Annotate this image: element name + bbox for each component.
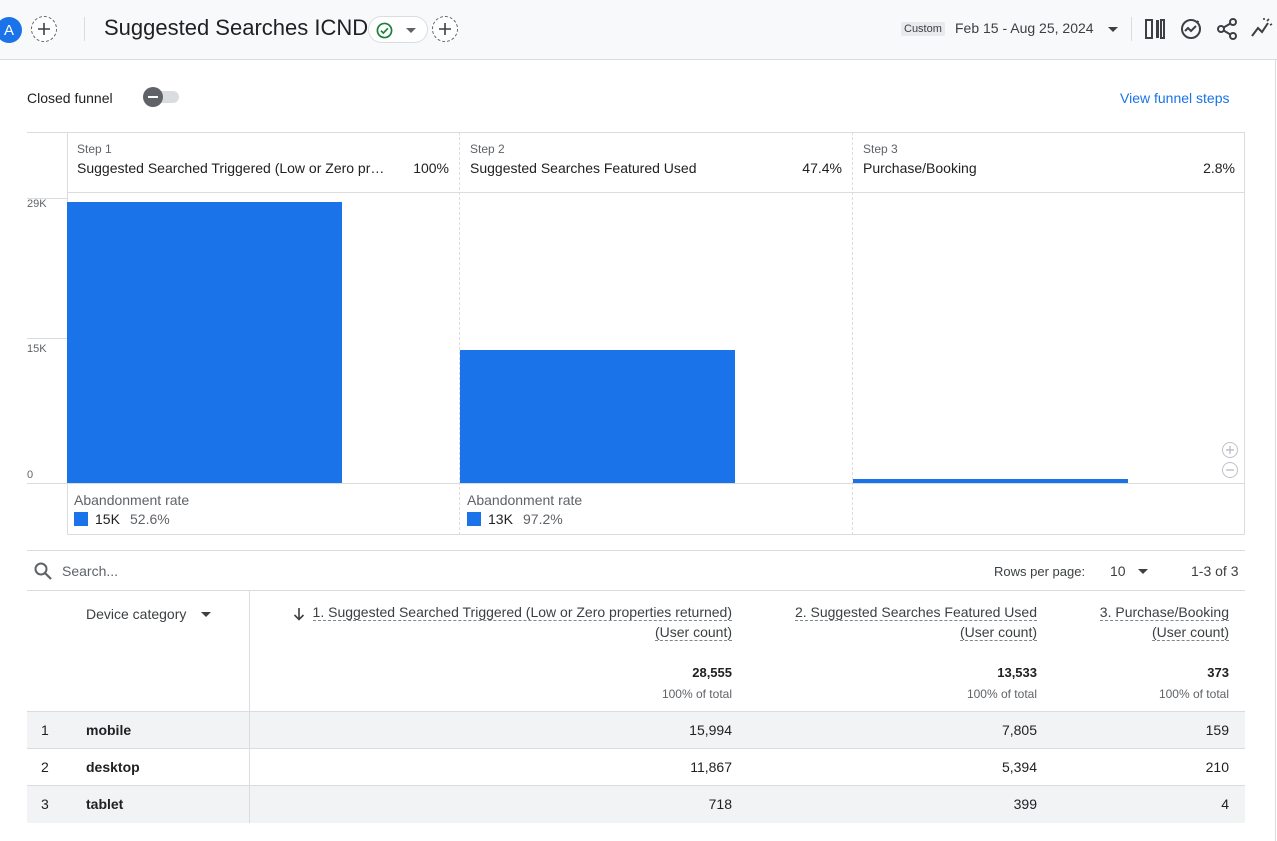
zoom-in-button[interactable]: [1222, 442, 1238, 458]
total-percent: 100% of total: [661, 687, 732, 701]
funnel-bar-step-2[interactable]: [460, 350, 735, 483]
funnel-chart: 29K 15K 0 Step 1 Suggested Searched Trig…: [27, 132, 1245, 535]
date-range-selector[interactable]: Feb 15 - Aug 25, 2024: [955, 20, 1094, 36]
funnel-bar-step-1[interactable]: [67, 202, 342, 483]
abandonment-label: Abandonment rate: [74, 492, 190, 508]
step-percent: 100%: [413, 160, 449, 176]
closed-funnel-toggle[interactable]: [143, 87, 181, 107]
abandonment-rate: 97.2%: [523, 511, 563, 527]
add-comparison-button[interactable]: [31, 16, 57, 42]
abandonment-rate: 52.6%: [130, 511, 170, 527]
row-index: 1: [41, 722, 49, 738]
step-percent: 47.4%: [802, 160, 842, 176]
row-index: 2: [41, 759, 49, 775]
search-icon: [34, 562, 52, 580]
step-name[interactable]: Suggested Searched Triggered (Low or Zer…: [77, 160, 387, 176]
table-row[interactable]: 3 tablet 718 399 4: [27, 786, 1245, 823]
device-category: mobile: [86, 722, 132, 738]
cell-value: 210: [1205, 759, 1229, 775]
metric-header-step-1[interactable]: 1. Suggested Searched Triggered (Low or …: [312, 604, 732, 641]
cell-value: 5,394: [1001, 759, 1037, 775]
cell-value: 4: [1221, 796, 1229, 812]
table-row[interactable]: 2 desktop 11,867 5,394 210: [27, 749, 1245, 786]
abandonment-swatch: [467, 512, 481, 526]
row-index: 3: [41, 796, 49, 812]
cell-value: 399: [1013, 796, 1037, 812]
abandonment-count: 15K: [95, 511, 120, 527]
view-funnel-steps-link[interactable]: View funnel steps: [1120, 90, 1230, 106]
check-circle-icon: [376, 22, 393, 39]
report-title: Suggested Searches ICND: [104, 15, 369, 40]
step-number: Step 1: [77, 142, 112, 156]
compare-icon[interactable]: [1143, 17, 1167, 41]
account-avatar[interactable]: A: [0, 17, 22, 43]
cell-value: 15,994: [689, 722, 732, 738]
toolbar-divider: [84, 17, 85, 41]
add-icon: [439, 23, 451, 35]
page-border: [1275, 60, 1276, 841]
cell-value: 718: [708, 796, 732, 812]
funnel-bar-step-3[interactable]: [853, 479, 1128, 483]
trend-icon[interactable]: [1250, 17, 1274, 41]
cell-value: 7,805: [1001, 722, 1037, 738]
abandonment-label: Abandonment rate: [467, 492, 583, 508]
date-custom-badge: Custom: [901, 22, 945, 36]
step-number: Step 3: [863, 142, 898, 156]
closed-funnel-label: Closed funnel: [27, 90, 113, 106]
chevron-down-icon[interactable]: [1108, 27, 1118, 32]
abandonment-count: 13K: [488, 511, 513, 527]
zoom-out-button[interactable]: [1222, 462, 1238, 478]
total-value: 28,555: [692, 665, 732, 680]
total-value: 373: [1207, 665, 1229, 680]
y-tick-label: 15K: [27, 343, 47, 355]
report-status-dropdown[interactable]: [368, 16, 428, 43]
y-tick-label: 0: [27, 469, 34, 481]
table-row[interactable]: 1 mobile 15,994 7,805 159: [27, 712, 1245, 749]
total-value: 13,533: [997, 665, 1037, 680]
step-number: Step 2: [470, 142, 505, 156]
rows-per-page-select[interactable]: 10: [1110, 563, 1126, 579]
share-icon[interactable]: [1215, 17, 1239, 41]
chevron-down-icon: [406, 28, 416, 33]
zoom-in-icon: [1226, 446, 1234, 454]
total-percent: 100% of total: [1158, 687, 1229, 701]
zoom-out-icon: [1226, 469, 1234, 471]
cell-value: 11,867: [690, 759, 732, 775]
step-name[interactable]: Suggested Searches Featured Used: [470, 160, 697, 176]
dimension-selector[interactable]: Device category: [86, 606, 187, 622]
toolbar-divider: [1131, 17, 1132, 41]
chevron-down-icon[interactable]: [201, 612, 211, 617]
step-name[interactable]: Purchase/Booking: [863, 160, 977, 176]
sort-descending-icon[interactable]: [293, 607, 305, 621]
metric-header-step-3[interactable]: 3. Purchase/Booking (User count): [1099, 604, 1229, 641]
metric-header-step-2[interactable]: 2. Suggested Searches Featured Used (User…: [794, 604, 1037, 641]
chevron-down-icon[interactable]: [1138, 569, 1148, 574]
device-category: tablet: [86, 796, 124, 812]
abandonment-swatch: [74, 512, 88, 526]
rows-per-page-label: Rows per page:: [994, 564, 1086, 579]
table-header: Device category 1. Suggested Searched Tr…: [27, 591, 1245, 712]
pagination-text: 1-3 of 3: [1191, 563, 1239, 579]
step-percent: 2.8%: [1203, 160, 1235, 176]
cell-value: 159: [1205, 722, 1229, 738]
y-tick-label: 29K: [27, 198, 47, 210]
device-category: desktop: [86, 759, 140, 775]
table-toolbar: Rows per page: 10 1-3 of 3: [27, 550, 1245, 591]
add-step-button[interactable]: [432, 16, 458, 42]
top-toolbar: A Suggested Searches ICND Custom Feb 15 …: [0, 0, 1277, 60]
insights-icon[interactable]: [1179, 17, 1203, 41]
table-search-input[interactable]: [62, 561, 362, 581]
total-percent: 100% of total: [966, 687, 1037, 701]
add-icon: [38, 23, 50, 35]
